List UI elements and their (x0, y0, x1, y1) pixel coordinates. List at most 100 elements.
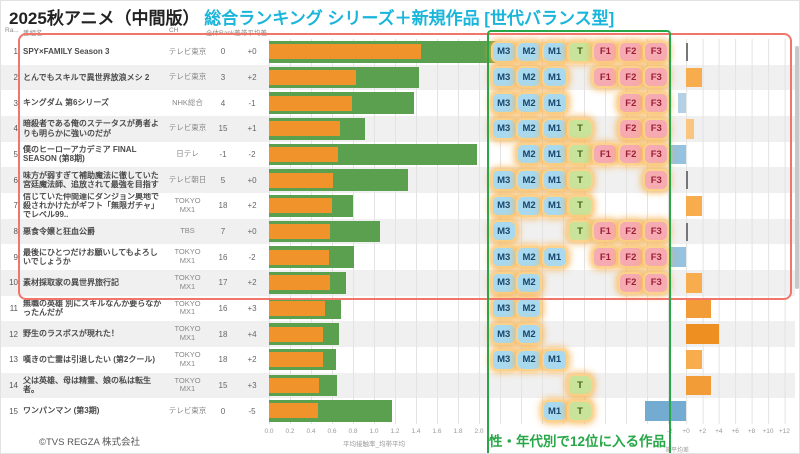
badge-M2[interactable]: M2 (518, 273, 541, 292)
title-cell[interactable]: 味方が弱すぎて補助魔法に徹していた宮廷魔法師、追放されて最強を目指す (23, 170, 159, 190)
badge-M1[interactable]: M1 (543, 94, 566, 113)
badge-T[interactable]: T (568, 171, 591, 190)
badge-M3[interactable]: M3 (492, 119, 515, 138)
badge-F3[interactable]: F3 (645, 145, 668, 164)
reach-bar[interactable] (269, 275, 330, 291)
reach-bar[interactable] (269, 172, 334, 188)
reach-bar[interactable] (269, 121, 341, 137)
badge-F1[interactable]: F1 (594, 68, 617, 87)
reach-bar[interactable] (269, 146, 339, 162)
badge-M3[interactable]: M3 (492, 171, 515, 190)
badge-M3[interactable]: M3 (492, 273, 515, 292)
badge-F2[interactable]: F2 (619, 42, 642, 61)
badge-F3[interactable]: F3 (645, 68, 668, 87)
badge-M3[interactable]: M3 (492, 325, 515, 344)
badge-M2[interactable]: M2 (518, 42, 541, 61)
diff-bar[interactable] (686, 272, 703, 293)
badge-T[interactable]: T (568, 145, 591, 164)
reach-bar[interactable] (269, 300, 325, 316)
reach-bar[interactable] (269, 69, 357, 85)
title-cell[interactable]: 野生のラスボスが現れた！ (23, 329, 119, 339)
badge-F2[interactable]: F2 (619, 68, 642, 87)
reach-bar[interactable] (269, 326, 323, 342)
title-cell[interactable]: 嘆きの亡霊は引退したい (第2クール) (23, 354, 155, 364)
badge-M2[interactable]: M2 (518, 145, 541, 164)
badge-F1[interactable]: F1 (594, 248, 617, 267)
badge-M3[interactable]: M3 (492, 299, 515, 318)
diff-bar[interactable] (669, 247, 686, 267)
badge-M3[interactable]: M3 (492, 94, 515, 113)
diff-bar[interactable] (686, 67, 703, 88)
badge-M1[interactable]: M1 (543, 42, 566, 61)
badge-M3[interactable]: M3 (492, 350, 515, 369)
badge-F3[interactable]: F3 (645, 171, 668, 190)
badge-M2[interactable]: M2 (518, 248, 541, 267)
title-cell[interactable]: 素材採取家の異世界旅行記 (23, 278, 119, 288)
badge-F3[interactable]: F3 (645, 273, 668, 292)
title-cell[interactable]: SPY×FAMILY Season 3 (23, 47, 110, 57)
badge-M3[interactable]: M3 (492, 68, 515, 87)
badge-M3[interactable]: M3 (492, 196, 515, 215)
column-header-rank[interactable]: Ra... (5, 27, 19, 34)
badge-M2[interactable]: M2 (518, 94, 541, 113)
column-header-title[interactable]: 番組名 (23, 30, 43, 37)
column-header-rank-diff[interactable]: 全体Rank差 (206, 30, 241, 37)
diff-bar[interactable] (686, 324, 719, 344)
badge-F1[interactable]: F1 (594, 222, 617, 241)
diff-bar[interactable] (686, 118, 695, 139)
diff-bar[interactable] (686, 349, 703, 370)
diff-bar[interactable] (686, 298, 711, 319)
diff-bar[interactable] (686, 195, 703, 216)
badge-T[interactable]: T (568, 222, 591, 241)
reach-bar[interactable] (269, 249, 329, 265)
badge-T[interactable]: T (568, 42, 591, 61)
title-cell[interactable]: とんでもスキルで異世界放浪メシ 2 (23, 72, 150, 82)
badge-M1[interactable]: M1 (543, 119, 566, 138)
badge-F2[interactable]: F2 (619, 145, 642, 164)
diff-bar[interactable] (686, 375, 711, 396)
diff-bar[interactable] (677, 93, 686, 113)
badge-M1[interactable]: M1 (543, 145, 566, 164)
badge-F1[interactable]: F1 (594, 145, 617, 164)
badge-F3[interactable]: F3 (645, 119, 668, 138)
column-header-channel[interactable]: CH (169, 27, 179, 34)
badge-M2[interactable]: M2 (518, 171, 541, 190)
reach-bar[interactable] (269, 223, 330, 239)
badge-M1[interactable]: M1 (543, 196, 566, 215)
badge-T[interactable]: T (568, 402, 591, 421)
reach-bar[interactable] (269, 377, 320, 393)
badge-M2[interactable]: M2 (518, 299, 541, 318)
badge-M2[interactable]: M2 (518, 68, 541, 87)
title-cell[interactable]: 無職の英雄 別にスキルなんか要らなかったんだが (23, 298, 162, 318)
badge-F3[interactable]: F3 (645, 42, 668, 61)
badge-M2[interactable]: M2 (518, 325, 541, 344)
badge-F2[interactable]: F2 (619, 119, 642, 138)
badge-M3[interactable]: M3 (492, 222, 515, 241)
badge-M3[interactable]: M3 (492, 42, 515, 61)
badge-F2[interactable]: F2 (619, 273, 642, 292)
badge-M1[interactable]: M1 (543, 350, 566, 369)
badge-M2[interactable]: M2 (518, 350, 541, 369)
diff-bar[interactable] (669, 144, 686, 165)
badge-M2[interactable]: M2 (518, 119, 541, 138)
title-cell[interactable]: 信じていた仲間達にダンジョン奥地で殺されかけたがギフト「無限ガチャ」でレベル99… (23, 192, 159, 219)
vertical-scrollbar[interactable] (795, 46, 799, 289)
title-cell[interactable]: 最後にひとつだけお願いしてもよろしいでしょうか (23, 247, 158, 267)
badge-M2[interactable]: M2 (518, 196, 541, 215)
title-cell[interactable]: 父は英雄、母は精霊、娘の私は転生者。 (23, 375, 151, 395)
reach-bar[interactable] (269, 403, 319, 419)
badge-M3[interactable]: M3 (492, 248, 515, 267)
diff-bar[interactable] (645, 401, 686, 421)
badge-M1[interactable]: M1 (543, 402, 566, 421)
badge-F3[interactable]: F3 (645, 248, 668, 267)
badge-T[interactable]: T (568, 196, 591, 215)
badge-M1[interactable]: M1 (543, 68, 566, 87)
reach-bar[interactable] (269, 352, 323, 368)
badge-F2[interactable]: F2 (619, 94, 642, 113)
title-cell[interactable]: キングダム 第6シリーズ (23, 98, 110, 108)
badge-F2[interactable]: F2 (619, 248, 642, 267)
reach-bar[interactable] (269, 95, 352, 111)
reach-bar[interactable] (269, 44, 422, 60)
title-cell[interactable]: ワンパンマン (第3期) (23, 406, 100, 416)
badge-F2[interactable]: F2 (619, 222, 642, 241)
